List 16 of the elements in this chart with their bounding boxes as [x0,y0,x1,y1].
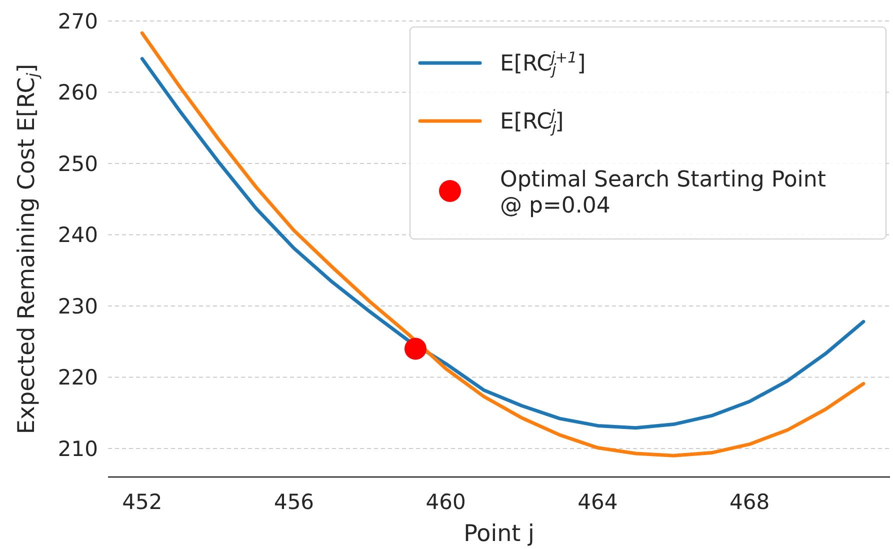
legend-label: E[RC$_{j}$$^{j}$] [500,106,564,136]
y-tick-label: 230 [58,294,98,318]
legend-label: E[RC$_{j}$$^{j+1}$] [500,48,586,78]
y-tick-label: 220 [58,366,98,390]
y-tick-label: 260 [58,80,98,105]
x-tick-label: 460 [426,490,466,514]
y-tick-label: 270 [58,9,98,34]
x-tick-label: 452 [122,490,162,514]
y-tick-label: 250 [58,152,98,176]
x-tick-label: 456 [274,490,314,514]
x-tick-label: 468 [729,490,770,514]
y-tick-label: 210 [58,436,98,461]
x-tick-label: 464 [578,490,618,514]
legend-label: Optimal Search Starting Point @ p=0.04 [500,168,826,219]
x-axis-title: Point j [464,521,534,547]
y-tick-label: 240 [58,223,98,248]
